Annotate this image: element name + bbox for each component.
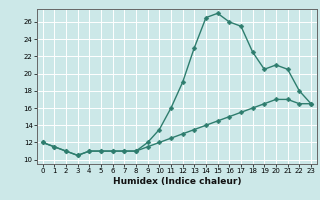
X-axis label: Humidex (Indice chaleur): Humidex (Indice chaleur)	[113, 177, 241, 186]
